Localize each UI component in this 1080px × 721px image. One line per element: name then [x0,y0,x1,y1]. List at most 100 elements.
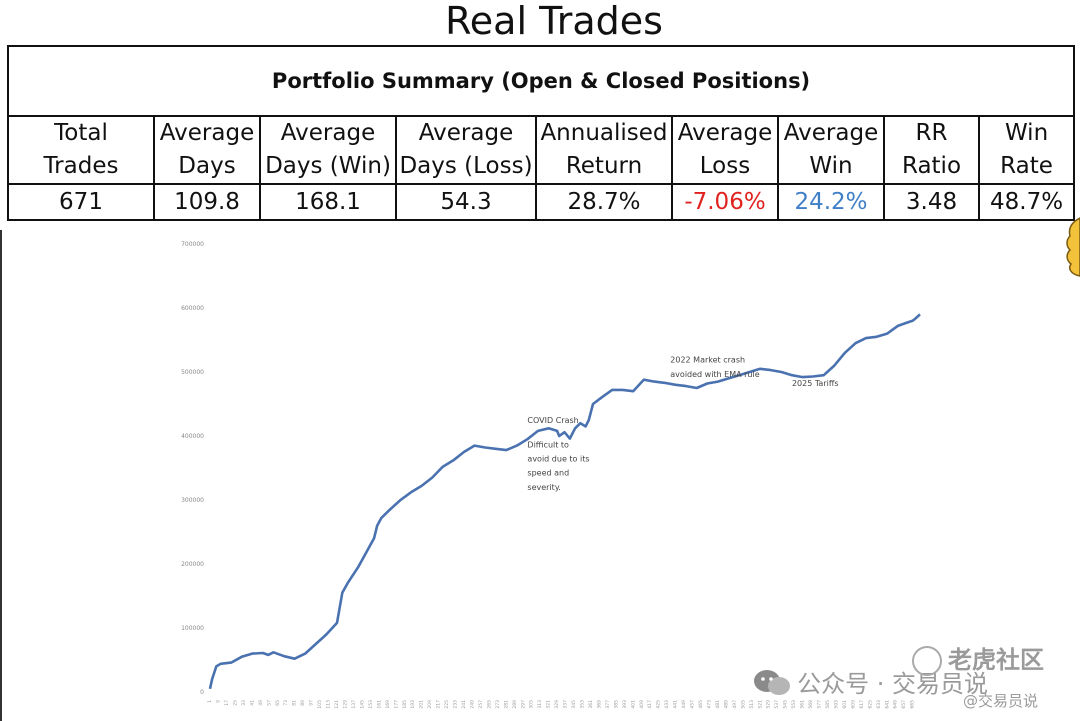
community-logo-icon [912,646,942,676]
wechat-watermark: 公众号 · 交易员说 [752,664,988,699]
x-tick-label: 305 [529,700,535,709]
x-tick-label: 313 [537,700,543,709]
header-line1: Total [54,120,108,146]
x-tick-label: 473 [706,700,712,709]
x-tick-label: 425 [656,700,662,709]
x-tick-label: 617 [859,700,865,709]
x-tick-label: 625 [867,700,873,709]
value-cell: 168.1 [259,183,397,221]
summary-heading: Portfolio Summary (Open & Closed Positio… [6,45,1076,117]
chart-annotation: speed and [527,469,569,478]
y-tick-label: 500000 [181,369,204,376]
x-tick-label: 193 [410,700,416,709]
value-cell: 48.7% [977,183,1076,221]
value-cell: 109.8 [153,183,261,221]
x-tick-label: 129 [342,700,348,709]
x-tick-label: 49 [258,700,264,706]
header-line1: RR [915,120,948,146]
value-cell: -7.06% [671,183,779,221]
x-tick-label: 385 [613,700,619,709]
watermark-main-text: 公众号 · 交易员说 [797,670,988,698]
x-tick-label: 209 [427,700,433,709]
header-line2: Days (Win) [265,153,391,179]
x-tick-label: 177 [393,700,399,709]
x-tick-label: 145 [359,700,365,709]
y-axis: 0 100000 200000 300000 400000 500000 600000 700… [181,241,204,696]
x-tick-label: 201 [419,700,425,709]
x-tick-label: 17 [224,700,230,706]
x-tick-label: 481 [715,700,721,709]
value-cell: 28.7% [535,183,673,221]
left-border [0,230,2,721]
y-tick-label: 0 [200,689,204,696]
x-tick-label: 441 [673,700,679,709]
x-tick-label: 97 [309,700,315,706]
x-tick-label: 649 [893,700,899,709]
x-tick-label: 633 [876,700,882,709]
values-row: 671 109.8 168.1 54.3 28.7% -7.06% 24.2% 3.48 48.… [7,183,1076,221]
x-tick-label: 457 [690,700,696,709]
value-cell: 3.48 [883,183,980,221]
x-tick-label: 521 [757,700,763,709]
header-line2: Loss [699,153,751,179]
x-tick-label: 529 [766,700,772,709]
x-tick-label: 273 [495,700,501,709]
x-tick-label: 497 [732,700,738,709]
x-tick-label: 601 [842,700,848,709]
x-tick-label: 257 [478,700,484,709]
x-tick-label: 89 [300,700,306,706]
x-tick-label: 329 [554,700,560,709]
header-line1: Average [677,120,773,146]
header-cell: Average Win [777,115,885,185]
x-tick-label: 161 [376,700,382,709]
wechat-icon [754,669,790,695]
x-tick-label: 393 [622,700,628,709]
value-cell: 24.2% [777,183,885,221]
y-tick-label: 200000 [181,561,204,568]
x-tick-label: 537 [774,700,780,709]
x-tick-label: 281 [503,700,509,709]
y-tick-label: 100000 [181,625,204,632]
y-tick-label: 300000 [181,497,204,504]
header-cell: Total Trades [7,115,155,185]
header-line1: Win [1004,120,1049,146]
header-cell: Win Rate [977,115,1076,185]
x-tick-label: 553 [791,700,797,709]
x-tick-label: 513 [749,700,755,709]
tag-watermark: @交易员说 [963,692,1039,710]
x-tick-label: 297 [520,700,526,709]
y-tick-label: 400000 [181,433,204,440]
header-line1: Annualised [540,120,668,146]
header-line2: Win [809,153,853,179]
chart-annotation: severity. [527,483,561,492]
x-tick-label: 121 [334,700,340,709]
x-tick-label: 545 [783,700,789,709]
x-tick-label: 137 [351,700,357,709]
page-title: Real Trades [445,0,663,43]
chart-annotation: avoided with EMA rule [670,370,759,379]
x-tick-label: 105 [317,700,323,709]
x-tick-label: 417 [647,700,653,709]
x-tick-label: 505 [740,700,746,709]
x-tick-label: 185 [402,700,408,709]
x-tick-label: 401 [630,700,636,709]
x-tick-label: 25 [232,700,238,706]
header-line1: Average [159,120,255,146]
annotations: COVID Crash Difficult to avoid due to its s… [527,355,838,491]
x-tick-label: 657 [901,700,907,709]
header-line2: Trades [43,153,119,179]
header-line2: Days (Loss) [399,153,533,179]
x-tick-label: 41 [249,700,255,706]
x-tick-label: 641 [884,700,890,709]
x-tick-label: 345 [571,700,577,709]
x-tick-label: 489 [723,700,729,709]
x-tick-label: 433 [664,700,670,709]
header-line1: Average [418,120,514,146]
chart-annotation: 2022 Market crash [670,355,745,364]
x-axis: 1 9 17 25 33 41 49 57 65 73 81 89 97 105 113 121 129 137 1… [207,700,916,709]
x-tick-label: 377 [605,700,611,709]
x-tick-label: 9 [216,700,222,703]
x-tick-label: 609 [850,700,856,709]
x-tick-label: 153 [368,700,374,709]
side-watermark-text: 老虎社区 [948,646,1044,674]
